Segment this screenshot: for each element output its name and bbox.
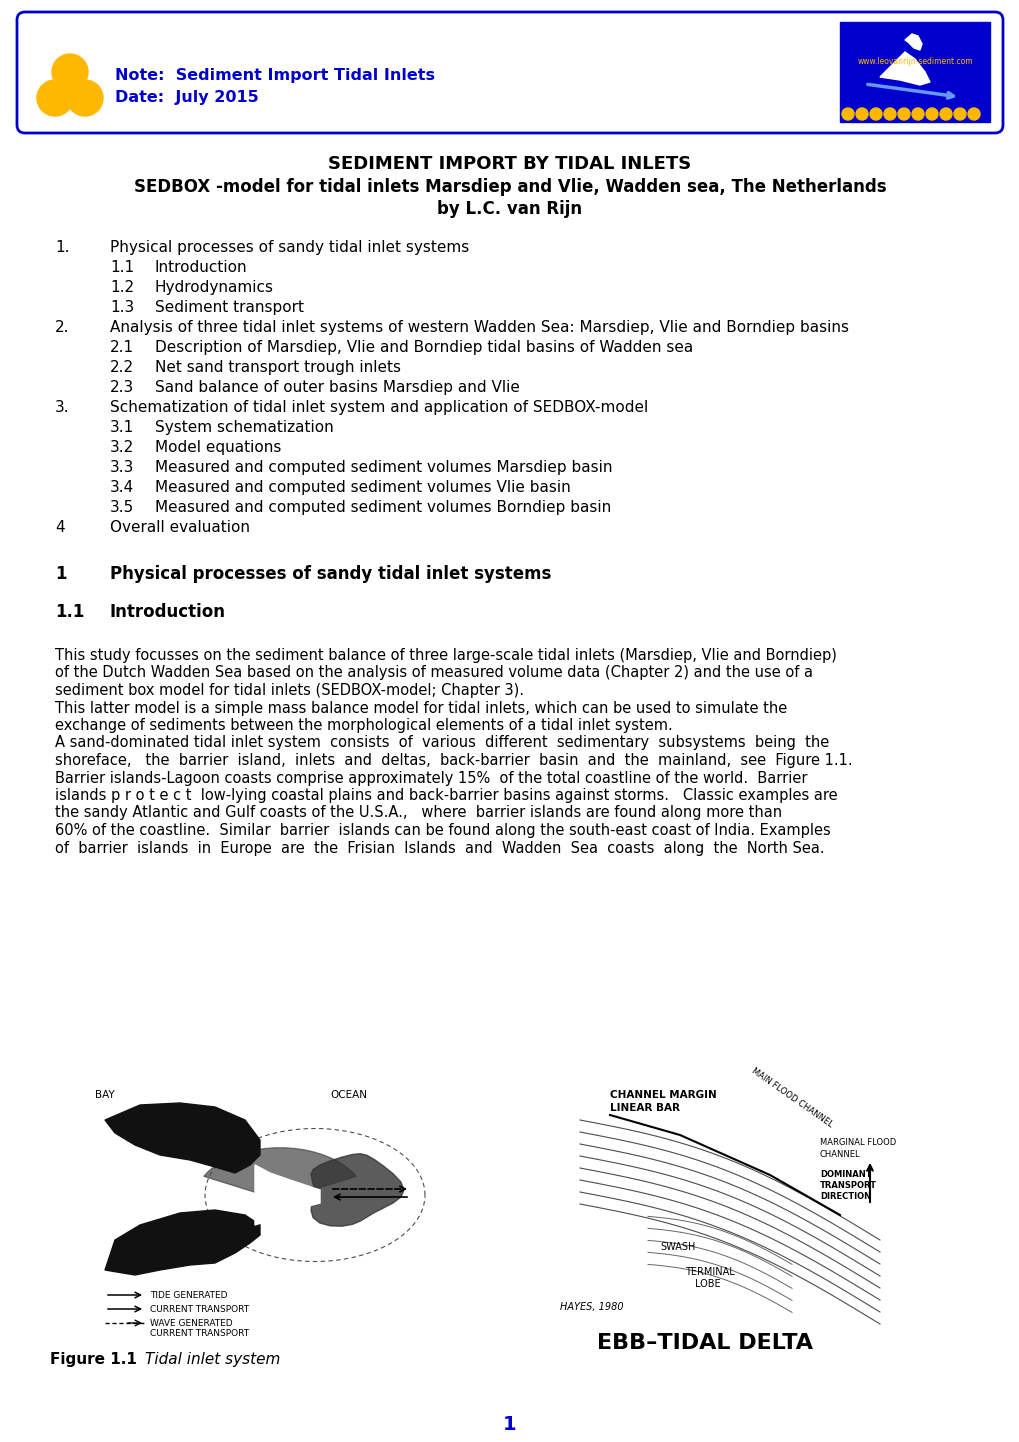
Text: 3.1: 3.1 <box>110 420 135 435</box>
Text: CHANNEL MARGIN: CHANNEL MARGIN <box>609 1090 716 1100</box>
Circle shape <box>940 108 951 120</box>
Text: BAY: BAY <box>95 1090 114 1100</box>
Text: This latter model is a simple mass balance model for tidal inlets, which can be : This latter model is a simple mass balan… <box>55 701 787 715</box>
Polygon shape <box>311 1154 404 1226</box>
Text: OCEAN: OCEAN <box>330 1090 367 1100</box>
Text: Introduction: Introduction <box>110 603 226 622</box>
Text: Measured and computed sediment volumes Marsdiep basin: Measured and computed sediment volumes M… <box>155 460 611 474</box>
Circle shape <box>883 108 895 120</box>
Text: CURRENT TRANSPORT: CURRENT TRANSPORT <box>150 1330 249 1338</box>
Text: LOBE: LOBE <box>694 1279 719 1289</box>
Text: Date:  July 2015: Date: July 2015 <box>115 89 259 105</box>
Text: 1.: 1. <box>55 239 69 255</box>
Text: 2.1: 2.1 <box>110 340 133 355</box>
Polygon shape <box>255 1165 320 1226</box>
Text: Sand balance of outer basins Marsdiep and Vlie: Sand balance of outer basins Marsdiep an… <box>155 381 520 395</box>
Text: 1: 1 <box>502 1415 517 1433</box>
Polygon shape <box>105 1103 260 1172</box>
Circle shape <box>897 108 909 120</box>
Text: System schematization: System schematization <box>155 420 333 435</box>
Text: the sandy Atlantic and Gulf coasts of the U.S.A.,   where  barrier islands are f: the sandy Atlantic and Gulf coasts of th… <box>55 806 782 820</box>
Text: SEDBOX -model for tidal inlets Marsdiep and Vlie, Wadden sea, The Netherlands: SEDBOX -model for tidal inlets Marsdiep … <box>133 177 886 196</box>
Bar <box>840 22 989 123</box>
Text: shoreface,   the  barrier  island,  inlets  and  deltas,  back-barrier  basin  a: shoreface, the barrier island, inlets an… <box>55 753 852 769</box>
Text: Hydrodynamics: Hydrodynamics <box>155 280 274 296</box>
Text: This study focusses on the sediment balance of three large-scale tidal inlets (M: This study focusses on the sediment bala… <box>55 647 836 663</box>
Text: TIDE GENERATED: TIDE GENERATED <box>150 1291 227 1299</box>
Text: exchange of sediments between the morphological elements of a tidal inlet system: exchange of sediments between the morpho… <box>55 718 673 733</box>
Text: CURRENT TRANSPORT: CURRENT TRANSPORT <box>150 1305 249 1314</box>
Text: LINEAR BAR: LINEAR BAR <box>609 1103 680 1113</box>
Text: HAYES, 1980: HAYES, 1980 <box>559 1302 623 1312</box>
Text: 1.1: 1.1 <box>110 260 133 275</box>
FancyBboxPatch shape <box>17 12 1002 133</box>
Text: Figure 1.1: Figure 1.1 <box>50 1353 137 1367</box>
Circle shape <box>869 108 881 120</box>
Text: 3.2: 3.2 <box>110 440 135 456</box>
Text: of  barrier  islands  in  Europe  are  the  Frisian  Islands  and  Wadden  Sea  : of barrier islands in Europe are the Fri… <box>55 841 823 855</box>
Circle shape <box>925 108 937 120</box>
Text: by L.C. van Rijn: by L.C. van Rijn <box>437 200 582 218</box>
Text: Physical processes of sandy tidal inlet systems: Physical processes of sandy tidal inlet … <box>110 239 469 255</box>
Text: MARGINAL FLOOD: MARGINAL FLOOD <box>819 1138 896 1146</box>
Text: Physical processes of sandy tidal inlet systems: Physical processes of sandy tidal inlet … <box>110 565 551 583</box>
Circle shape <box>911 108 923 120</box>
Polygon shape <box>204 1148 356 1200</box>
Text: SWASH: SWASH <box>659 1242 695 1252</box>
Text: 1.2: 1.2 <box>110 280 133 296</box>
Circle shape <box>953 108 965 120</box>
Text: Schematization of tidal inlet system and application of SEDBOX-model: Schematization of tidal inlet system and… <box>110 399 648 415</box>
Text: 2.2: 2.2 <box>110 360 133 375</box>
Text: 2.: 2. <box>55 320 69 335</box>
Circle shape <box>67 79 103 115</box>
Circle shape <box>855 108 867 120</box>
Text: Barrier islands-Lagoon coasts comprise approximately 15%  of the total coastline: Barrier islands-Lagoon coasts comprise a… <box>55 770 807 786</box>
Text: CHANNEL: CHANNEL <box>819 1151 860 1159</box>
Text: WAVE GENERATED: WAVE GENERATED <box>150 1318 232 1328</box>
Text: Measured and computed sediment volumes Vlie basin: Measured and computed sediment volumes V… <box>155 480 571 495</box>
Text: Model equations: Model equations <box>155 440 281 456</box>
Text: 60% of the coastline.  Similar  barrier  islands can be found along the south-ea: 60% of the coastline. Similar barrier is… <box>55 823 829 838</box>
Text: SEDIMENT IMPORT BY TIDAL INLETS: SEDIMENT IMPORT BY TIDAL INLETS <box>328 154 691 173</box>
Text: TRANSPORT: TRANSPORT <box>819 1181 876 1190</box>
Text: www.leovanrijn-sediment.com: www.leovanrijn-sediment.com <box>856 58 972 66</box>
Text: Description of Marsdiep, Vlie and Borndiep tidal basins of Wadden sea: Description of Marsdiep, Vlie and Borndi… <box>155 340 693 355</box>
Text: sediment box model for tidal inlets (SEDBOX-model; Chapter 3).: sediment box model for tidal inlets (SED… <box>55 684 524 698</box>
Text: Tidal inlet system: Tidal inlet system <box>145 1353 280 1367</box>
Text: 1: 1 <box>55 565 66 583</box>
Text: DOMINANT: DOMINANT <box>819 1169 871 1180</box>
Circle shape <box>841 108 853 120</box>
Text: 3.3: 3.3 <box>110 460 135 474</box>
Text: Introduction: Introduction <box>155 260 248 275</box>
Text: EBB–TIDAL DELTA: EBB–TIDAL DELTA <box>596 1332 812 1353</box>
Text: Note:  Sediment Import Tidal Inlets: Note: Sediment Import Tidal Inlets <box>115 68 434 84</box>
Text: Overall evaluation: Overall evaluation <box>110 521 250 535</box>
Text: 4: 4 <box>55 521 64 535</box>
Text: islands p r o t e c t  low-lying coastal plains and back-barrier basins against : islands p r o t e c t low-lying coastal … <box>55 787 837 803</box>
Text: 3.4: 3.4 <box>110 480 135 495</box>
Polygon shape <box>879 52 929 85</box>
Text: 3.: 3. <box>55 399 69 415</box>
Text: A sand-dominated tidal inlet system  consists  of  various  different  sedimenta: A sand-dominated tidal inlet system cons… <box>55 735 828 750</box>
Polygon shape <box>105 1210 260 1275</box>
Text: 1.1: 1.1 <box>55 603 85 622</box>
Text: Measured and computed sediment volumes Borndiep basin: Measured and computed sediment volumes B… <box>155 500 610 515</box>
Polygon shape <box>904 35 921 50</box>
Text: of the Dutch Wadden Sea based on the analysis of measured volume data (Chapter 2: of the Dutch Wadden Sea based on the ana… <box>55 666 812 681</box>
Circle shape <box>37 79 73 115</box>
Text: Net sand transport trough inlets: Net sand transport trough inlets <box>155 360 400 375</box>
Circle shape <box>52 53 88 89</box>
Text: 1.3: 1.3 <box>110 300 135 314</box>
Text: DIRECTION: DIRECTION <box>819 1193 870 1201</box>
Text: 3.5: 3.5 <box>110 500 135 515</box>
Text: Sediment transport: Sediment transport <box>155 300 304 314</box>
Text: TERMINAL: TERMINAL <box>685 1268 734 1278</box>
Text: 2.3: 2.3 <box>110 381 135 395</box>
Text: Analysis of three tidal inlet systems of western Wadden Sea: Marsdiep, Vlie and : Analysis of three tidal inlet systems of… <box>110 320 848 335</box>
Circle shape <box>967 108 979 120</box>
Text: MAIN FLOOD CHANNEL: MAIN FLOOD CHANNEL <box>749 1066 834 1129</box>
